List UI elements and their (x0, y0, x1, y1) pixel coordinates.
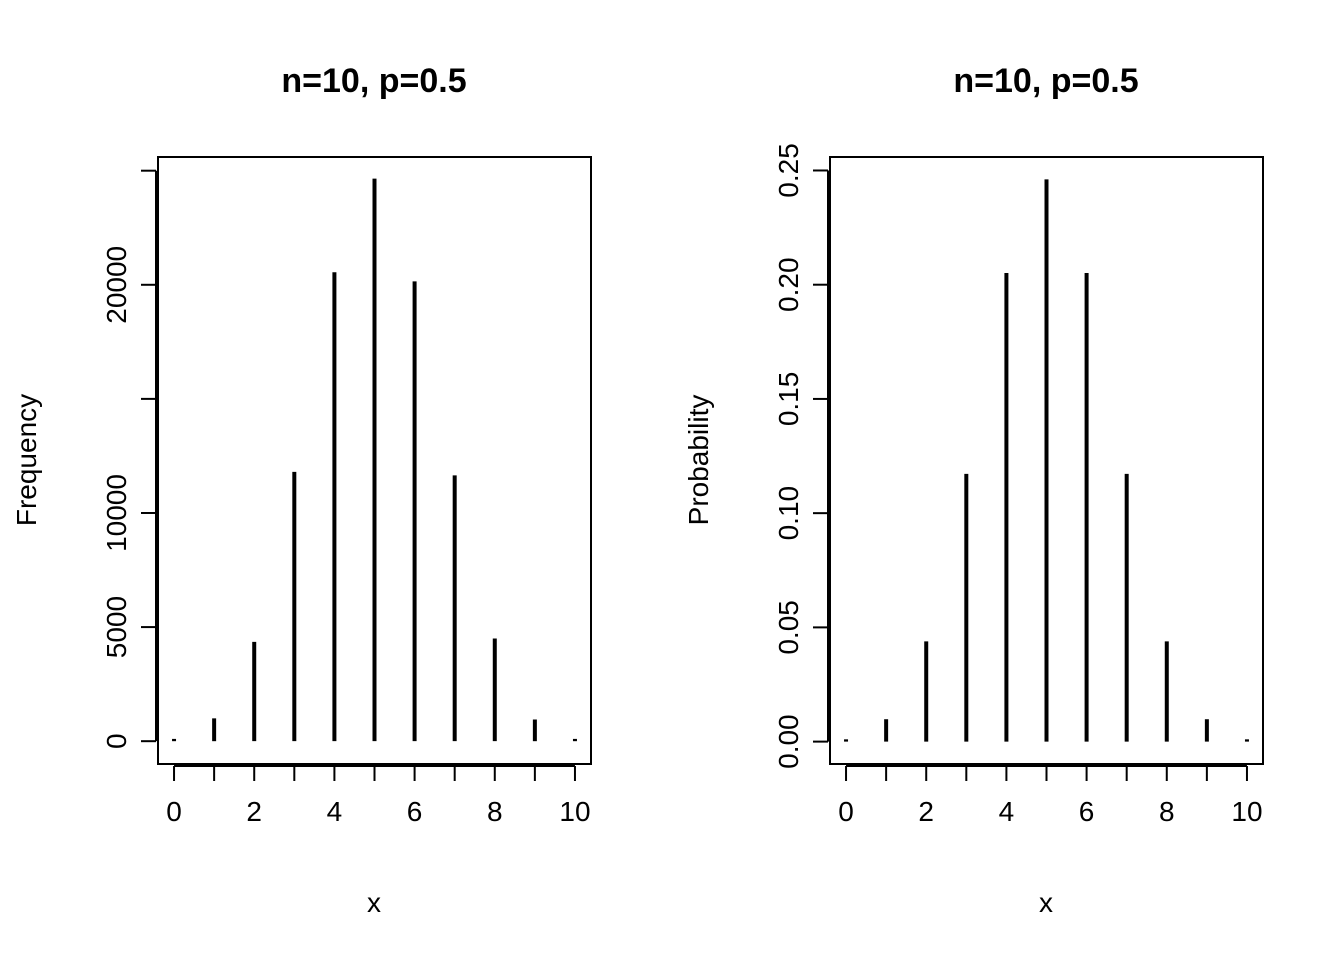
y-tick-label: 5000 (101, 596, 132, 658)
x-tick-label: 6 (407, 796, 423, 827)
chart-title: n=10, p=0.5 (953, 62, 1138, 100)
y-axis-label: Probability (683, 395, 714, 526)
y-tick-label: 0.00 (773, 714, 804, 769)
x-tick-label: 8 (1159, 796, 1175, 827)
x-tick-label: 4 (999, 796, 1015, 827)
x-tick-label: 6 (1079, 796, 1095, 827)
bars (844, 179, 1249, 742)
y-tick-label: 0.25 (773, 143, 804, 198)
plot-frame (829, 156, 1264, 765)
x-tick-label: 2 (918, 796, 934, 827)
y-axis: 0 5000 10000 20000 (101, 169, 157, 749)
x-axis: 0 2 4 6 8 10 (838, 765, 1263, 827)
chart-panel-probability: n=10, p=0.5 x Probability 0 2 4 6 8 10 0.000.… (683, 62, 1264, 918)
plot-frame (157, 156, 592, 765)
x-tick-label: 2 (246, 796, 262, 827)
chart-title: n=10, p=0.5 (281, 62, 466, 100)
y-tick-label: 10000 (101, 474, 132, 552)
x-axis-label: x (1039, 887, 1053, 918)
y-tick-label: 0 (101, 733, 132, 749)
x-tick-label: 10 (1231, 796, 1262, 827)
bars (172, 178, 577, 742)
y-tick-label: 0.15 (773, 372, 804, 427)
y-tick-label: 20000 (101, 246, 132, 324)
y-axis: 0.00 0.05 0.10 0.15 0.20 0.25 (773, 143, 829, 769)
y-tick-label: 0.10 (773, 486, 804, 541)
x-tick-label: 10 (559, 796, 590, 827)
x-tick-label: 0 (166, 796, 182, 827)
x-axis: 0 2 4 6 8 10 (166, 765, 591, 827)
y-tick-label: 0.20 (773, 257, 804, 312)
chart-panel-frequency: n=10, p=0.5 x Frequency 0 2 4 6 8 10 0 5000 100… (11, 62, 592, 918)
x-tick-label: 0 (838, 796, 854, 827)
x-tick-label: 4 (327, 796, 343, 827)
x-tick-label: 8 (487, 796, 503, 827)
y-tick-label: 0.05 (773, 600, 804, 655)
x-axis-label: x (367, 887, 381, 918)
y-axis-label: Frequency (11, 394, 42, 526)
